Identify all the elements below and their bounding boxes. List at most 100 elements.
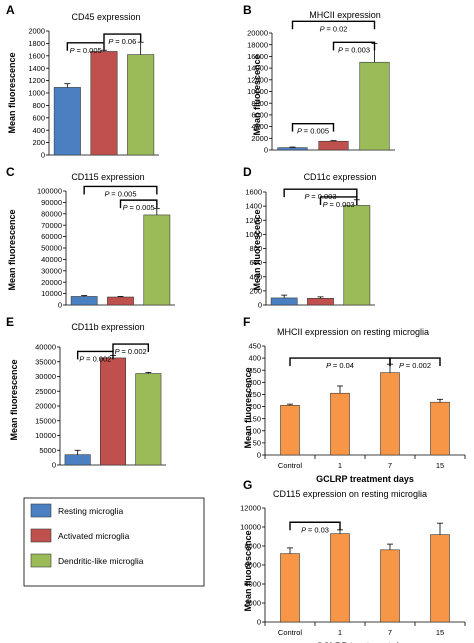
- panel-letter: E: [6, 315, 14, 329]
- y-axis-label: Mean fluorescence: [9, 359, 19, 440]
- y-axis-label: Mean fluorescence: [243, 367, 253, 448]
- y-tick-label: 800: [32, 101, 45, 110]
- panel-b: B MHCII expression Mean fluorescence 0 2000 4…: [243, 3, 395, 155]
- bar: [135, 373, 162, 466]
- bar: [359, 61, 390, 151]
- p-value-label: P = 0.06: [108, 37, 136, 46]
- y-tick-label: 1800: [28, 39, 45, 48]
- x-tick-label: 15: [436, 461, 444, 470]
- bar: [107, 296, 134, 306]
- chart-title: MHCII expression on resting microglia: [277, 327, 429, 337]
- legend-box: [23, 497, 205, 587]
- p-value-label: P = 0.003: [304, 192, 336, 201]
- p-value-label: P = 0.005: [70, 46, 102, 55]
- panel-letter: D: [243, 165, 252, 179]
- significance-bracket: [66, 42, 105, 51]
- y-tick-label: 1000: [28, 89, 45, 98]
- y-tick-label: 300: [248, 378, 261, 387]
- y-tick-label: 200: [248, 402, 261, 411]
- y-tick-label: 2000: [244, 599, 261, 608]
- y-tick-label: 200: [249, 286, 262, 295]
- y-tick-label: 400: [32, 126, 45, 135]
- significance-bracket: [103, 33, 142, 43]
- bar: [330, 533, 350, 623]
- y-tick-label: 6000: [244, 561, 261, 570]
- y-tick-label: 100000: [37, 187, 62, 196]
- significance-bracket: [332, 41, 376, 51]
- y-tick-label: 2000: [251, 134, 268, 143]
- y-tick-label: 0: [257, 618, 261, 627]
- y-tick-label: 15000: [35, 416, 56, 425]
- bar: [318, 140, 349, 151]
- significance-bracket: [119, 199, 158, 209]
- panel-g: G CD115 expression on resting microglia Me…: [240, 478, 466, 643]
- legend-swatch: [30, 528, 52, 543]
- bar: [64, 454, 91, 466]
- x-tick-label: 7: [388, 461, 392, 470]
- bar: [99, 357, 127, 466]
- chart-title: CD115 expression on resting microglia: [273, 489, 427, 499]
- panel-f: F MHCII expression on resting microglia Me…: [243, 315, 466, 484]
- legend-label: Dendritic-like microglia: [58, 556, 144, 566]
- y-tick-label: 10000: [247, 87, 268, 96]
- y-tick-label: 10000: [240, 523, 261, 532]
- y-tick-label: 20000: [35, 402, 56, 411]
- y-tick-label: 1400: [245, 202, 262, 211]
- y-tick-label: 2000: [28, 27, 45, 36]
- x-axis-label: GCLRP treatment days: [316, 474, 414, 484]
- y-tick-label: 40000: [35, 343, 56, 352]
- significance-bracket: [112, 343, 150, 353]
- y-tick-label: 800: [249, 244, 262, 253]
- bar: [430, 534, 450, 623]
- y-tick-label: 150: [248, 414, 261, 423]
- x-tick-label: Control: [278, 461, 303, 470]
- y-tick-label: 4000: [244, 580, 261, 589]
- y-tick-label: 0: [257, 451, 261, 460]
- panel-letter: F: [243, 315, 250, 329]
- panel-e: E CD11b expression Mean fluorescence 0 5000 1…: [6, 315, 166, 470]
- chart-title: MHCII expression: [309, 10, 381, 20]
- bar: [90, 51, 118, 156]
- bar: [270, 297, 298, 306]
- p-value-label: P = 0.02: [320, 24, 348, 33]
- y-tick-label: 10000: [35, 431, 56, 440]
- y-axis-label: Mean fluorescence: [7, 52, 17, 133]
- y-tick-label: 1200: [245, 216, 262, 225]
- y-axis-label: Mean fluorescence: [243, 530, 253, 611]
- y-tick-label: 14000: [247, 64, 268, 73]
- x-tick-label: 1: [338, 628, 342, 637]
- y-axis-label: Mean fluorescence: [252, 209, 262, 290]
- p-value-label: P = 0.005: [104, 189, 136, 198]
- y-tick-label: 20000: [41, 278, 62, 287]
- y-tick-label: 4000: [251, 122, 268, 131]
- legend-swatch: [30, 503, 52, 518]
- p-value-label: P = 0.002: [399, 361, 431, 370]
- chart-title: CD11c expression: [304, 172, 377, 182]
- y-tick-label: 1200: [28, 76, 45, 85]
- p-value-label: P = 0.04: [326, 361, 354, 370]
- p-value-label: P = 0.03: [301, 525, 329, 534]
- y-axis-label: Mean fluorescence: [7, 209, 17, 290]
- y-tick-label: 400: [249, 272, 262, 281]
- bar: [330, 392, 350, 456]
- p-value-label: P = 0.005: [123, 203, 155, 212]
- legend: Resting microglia Activated microglia Dend…: [23, 497, 205, 587]
- y-tick-label: 0: [41, 151, 45, 160]
- significance-bracket: [83, 185, 158, 195]
- panel-a: A CD45 expression Mean fluorescence 0 200 400…: [6, 3, 159, 160]
- bar: [70, 296, 98, 306]
- y-tick-label: 400: [248, 354, 261, 363]
- y-tick-label: 30000: [41, 266, 62, 275]
- bar: [280, 405, 300, 456]
- p-value-label: P = 0.002: [115, 347, 147, 356]
- y-tick-label: 600: [249, 258, 262, 267]
- y-tick-label: 450: [248, 342, 261, 351]
- y-tick-label: 80000: [41, 209, 62, 218]
- bar: [127, 54, 155, 156]
- bar: [380, 372, 400, 456]
- x-tick-label: 7: [388, 628, 392, 637]
- panel-c: C CD115 expression Mean fluorescence 0 10000…: [6, 165, 175, 310]
- y-tick-label: 0: [52, 461, 56, 470]
- y-tick-label: 16000: [247, 52, 268, 61]
